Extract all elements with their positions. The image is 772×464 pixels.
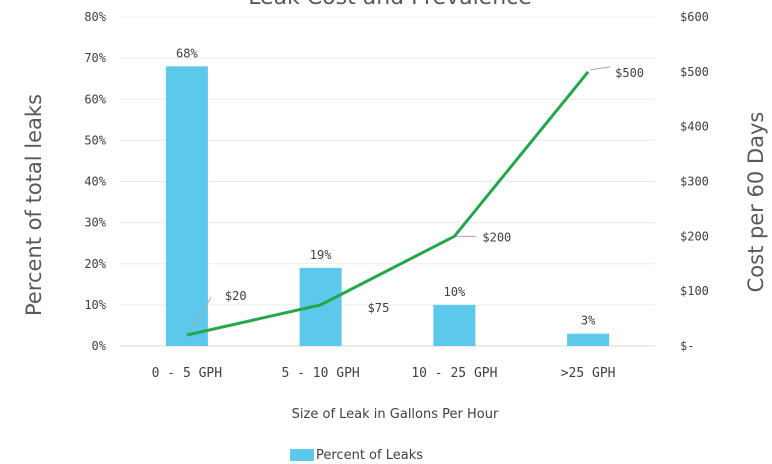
category-labels: 0 - 5 GPH 5 - 10 GPH 10 - 25 GPH >25 GPH <box>152 366 616 381</box>
x-category-label: 5 - 10 GPH <box>281 366 359 381</box>
cost-line-path <box>186 70 590 337</box>
line-data-label: $500 <box>615 66 644 80</box>
legend-label: Percent of Leaks <box>316 448 423 463</box>
y-tick-label: 80% <box>84 10 106 24</box>
y-tick-label: 70% <box>84 51 106 65</box>
right-axis-title: Cost per 60 Days <box>744 112 768 293</box>
leader-lines <box>190 66 611 330</box>
line-data-label: $20 <box>225 289 247 303</box>
chart-title: Leak Cost and Prevalence <box>248 0 532 10</box>
y2-tick-label: $400 <box>680 120 709 134</box>
y-tick-label: 30% <box>84 216 106 230</box>
y-tick-label: 10% <box>84 298 106 312</box>
leader-line <box>590 66 611 71</box>
y-tick-label: 20% <box>84 257 106 271</box>
y2-tick-label: $300 <box>680 175 709 189</box>
line-data-label: $75 <box>368 301 390 315</box>
leader-line <box>190 297 212 330</box>
y2-tick-label: $- <box>680 339 694 353</box>
line-data-labels: $20 $75 $200 $500 <box>225 66 644 315</box>
bar-data-label: 19% <box>310 248 332 262</box>
y-tick-label: 0% <box>92 339 107 353</box>
y2-tick-label: $500 <box>680 65 709 79</box>
line-data-label: $200 <box>482 230 511 244</box>
x-axis-title: Size of Leak in Gallons Per Hour <box>292 407 499 422</box>
legend: Percent of Leaks <box>290 448 423 463</box>
legend-swatch <box>290 449 314 461</box>
bar <box>567 333 610 346</box>
cost-line <box>186 70 590 337</box>
left-axis-title: Percent of total leaks <box>22 94 46 316</box>
gridlines <box>120 16 655 347</box>
y-tick-label: 60% <box>84 92 106 106</box>
y-tick-label: 40% <box>84 175 106 189</box>
x-category-label: 10 - 25 GPH <box>411 366 497 381</box>
bar-data-label: 68% <box>176 46 198 60</box>
bar <box>165 66 208 346</box>
bar-data-labels: 68% 19% 10% 3% <box>176 46 596 327</box>
bar-data-label: 3% <box>581 314 596 328</box>
x-category-label: 0 - 5 GPH <box>152 366 222 381</box>
x-category-label: >25 GPH <box>561 366 616 381</box>
y2-tick-label: $100 <box>680 284 709 298</box>
bar <box>433 304 476 346</box>
right-axis-ticks: $- $100 $200 $300 $400 $500 $600 <box>680 10 709 353</box>
y-tick-label: 50% <box>84 133 106 147</box>
left-axis-ticks: 0% 10% 20% 30% 40% 50% 60% 70% 80% <box>84 10 106 353</box>
y2-tick-label: $200 <box>680 229 709 243</box>
y2-tick-label: $600 <box>680 10 709 24</box>
bar-data-label: 10% <box>444 285 466 299</box>
